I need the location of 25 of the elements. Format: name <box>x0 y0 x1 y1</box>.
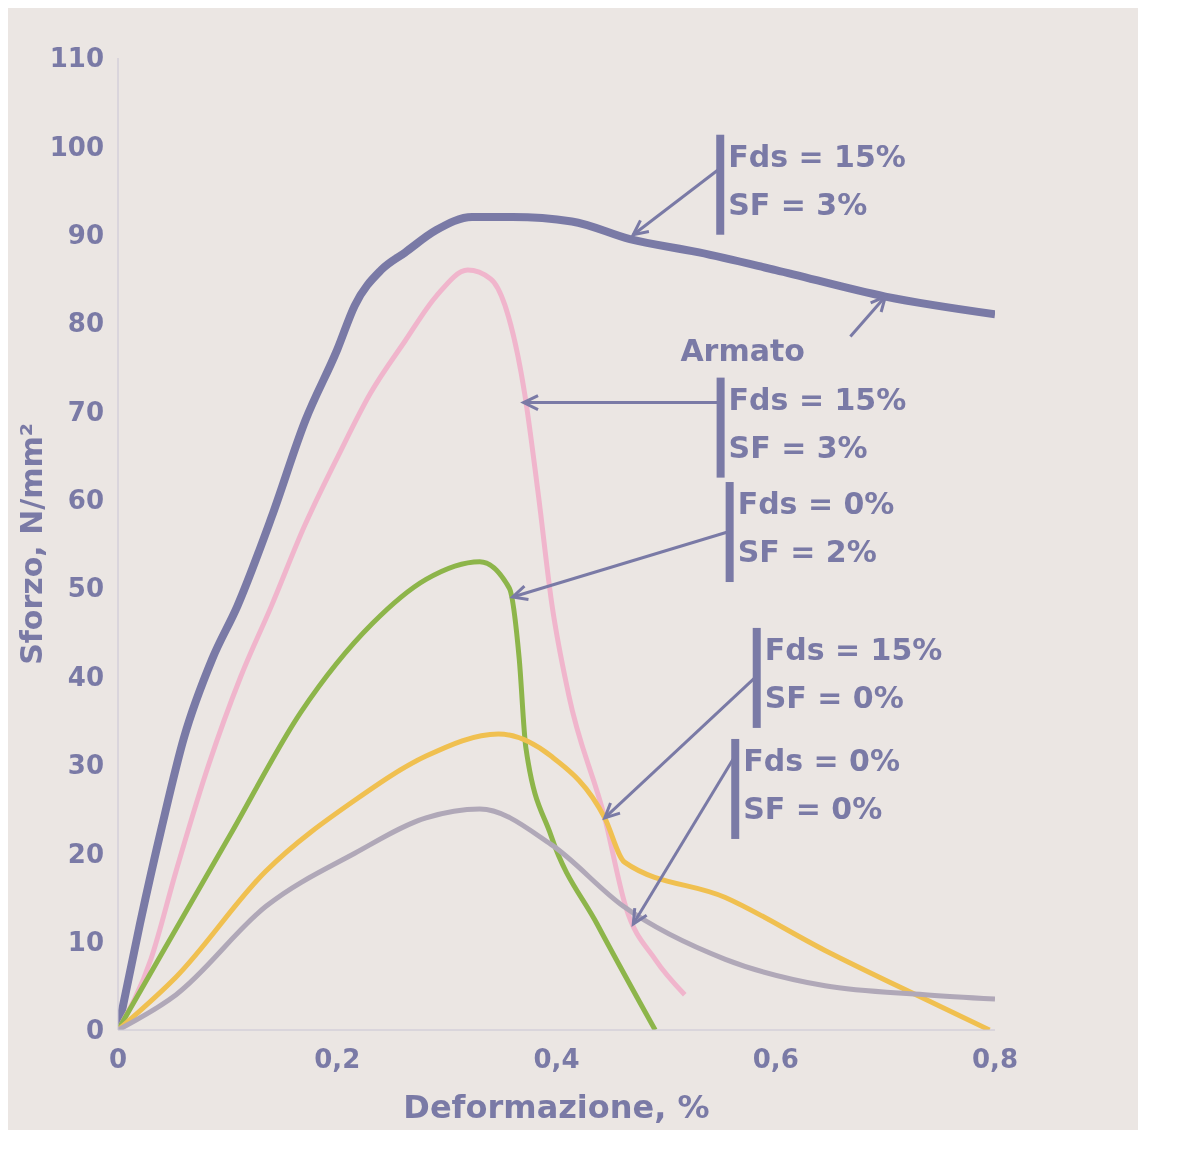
y-tick-label: 10 <box>67 926 104 957</box>
y-tick-label: 100 <box>49 131 104 162</box>
y-tick-label: 20 <box>67 838 104 869</box>
y-tick-label: 60 <box>67 485 104 516</box>
y-tick-label: 80 <box>67 308 104 339</box>
annotation: Fds = 15% SF = 3% <box>728 381 907 465</box>
x-tick-label: 0,8 <box>971 1044 1019 1075</box>
y-tick-label: 50 <box>67 573 104 604</box>
x-axis-title: Deformazione, % <box>403 1088 710 1126</box>
y-axis-title: Sforzo, N/mm² <box>14 423 49 665</box>
y-tick-label: 40 <box>67 661 104 692</box>
x-tick-label: 0,2 <box>314 1044 361 1075</box>
y-tick-label: 0 <box>85 1015 104 1046</box>
y-tick-label: 90 <box>67 219 104 250</box>
y-tick-label: 70 <box>67 396 104 427</box>
y-tick-label: 110 <box>49 43 104 74</box>
x-tick-label: 0,6 <box>752 1044 799 1075</box>
annotation: Fds = 15% SF = 0% <box>764 631 943 715</box>
x-tick-label: 0 <box>108 1044 128 1075</box>
annotation: Armato <box>680 332 805 368</box>
y-tick-label: 30 <box>67 750 104 781</box>
annotation: Fds = 15% SF = 3% <box>728 138 906 222</box>
annotation: Fds = 0% SF = 2% <box>737 486 895 570</box>
annotation: Fds = 0% SF = 0% <box>743 742 901 826</box>
x-tick-label: 0,4 <box>533 1044 580 1075</box>
